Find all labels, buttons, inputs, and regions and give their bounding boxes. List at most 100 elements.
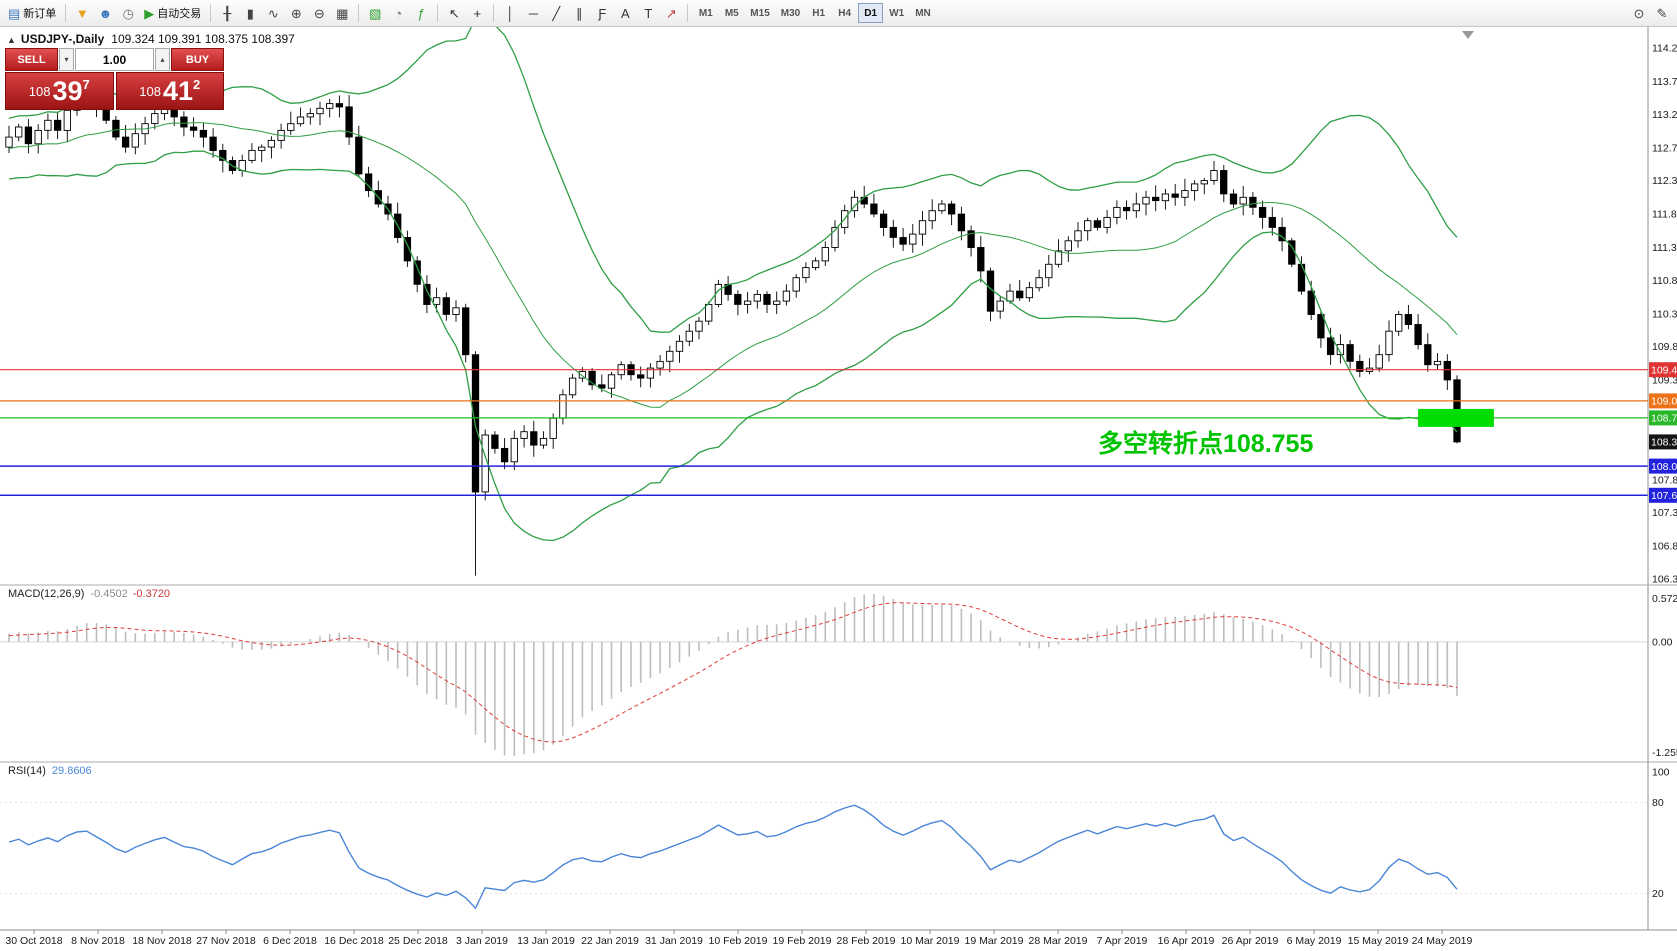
buy-price-display[interactable]: 108 41 2 (115, 72, 224, 110)
price-scale-label: 106.840 (1652, 541, 1677, 553)
level-price-badge (1649, 393, 1677, 409)
macd-scale-zero: 0.00 (1652, 636, 1673, 648)
chart-shift-marker-icon[interactable] (1462, 31, 1474, 39)
new-chart-button[interactable]: ▧ (364, 2, 386, 24)
date-label: 16 Dec 2018 (324, 935, 384, 947)
horizontal-level-lines[interactable] (0, 369, 1648, 497)
accounts-button[interactable]: ☻ (94, 2, 116, 24)
toolbar-separator (687, 4, 689, 22)
price-scale-label: 109.320 (1652, 375, 1677, 387)
tile-windows-button[interactable]: ▦ (331, 2, 353, 24)
date-label: 18 Nov 2018 (132, 935, 192, 947)
sell-price-pipette: 7 (82, 77, 90, 92)
zoom-in-button[interactable]: ⊕ (285, 2, 307, 24)
hline-icon: ─ (528, 5, 538, 21)
date-label: 19 Mar 2019 (965, 935, 1024, 947)
zoomout-icon: ⊖ (313, 5, 325, 21)
zoom-out-button[interactable]: ⊖ (308, 2, 330, 24)
price-scale-label: 107.340 (1652, 507, 1677, 519)
one-click-toggle-icon[interactable]: ▲ (7, 35, 16, 45)
timeframe-h1-button[interactable]: H1 (806, 3, 831, 23)
buy-button[interactable]: BUY (171, 48, 224, 71)
date-label: 28 Feb 2019 (837, 935, 896, 947)
toolbar-separator (493, 4, 495, 22)
one-click-controls-row: SELL ▾ ▴ BUY (5, 48, 224, 71)
profiles-button[interactable]: ◔ (387, 2, 409, 24)
price-scale[interactable]: 114.280 113.780 113.290 112.790 112.300 111.8… (1649, 43, 1677, 586)
rsi-line (8, 804, 1458, 910)
main-toolbar: ▤ 新订单 ▼ ☻ ◷ ▶ 自动交易 ╂ ▮ ∿ ⊕ ⊖ ▦ ▧ ◔ ƒ ↖ + │ ─ ╱ ∥ Ƒ A T ↗ M1 M5 M15 M3… (0, 0, 1677, 27)
tile-icon: ▦ (336, 5, 349, 21)
candles (5, 81, 1461, 576)
timeframe-w1-button[interactable]: W1 (884, 3, 909, 23)
trendline-icon: ╱ (552, 5, 561, 21)
toolbar-separator (358, 4, 360, 22)
indicators-button[interactable]: ƒ (410, 2, 432, 24)
date-label: 27 Nov 2018 (196, 935, 256, 947)
linechart-icon: ∿ (267, 5, 279, 21)
sell-button[interactable]: SELL (5, 48, 58, 71)
chart-bars-button[interactable]: ╂ (216, 2, 238, 24)
search-icon: ⊙ (1633, 5, 1645, 21)
price-scale-label: 112.300 (1652, 175, 1677, 187)
text-label-button[interactable]: T (637, 2, 659, 24)
chart-line-button[interactable]: ∿ (262, 2, 284, 24)
date-label: 31 Jan 2019 (645, 935, 703, 947)
timeframe-m30-button[interactable]: M30 (776, 3, 805, 23)
macd-panel: 0.5724 0.00 -1.2551 (0, 593, 1677, 759)
volume-up-button[interactable]: ▴ (155, 48, 170, 71)
autotrade-button[interactable]: ▶ 自动交易 (140, 2, 205, 24)
bars-icon: ╂ (223, 5, 232, 21)
axes-lines (0, 27, 1677, 931)
timeframe-m1-button[interactable]: M1 (693, 3, 718, 23)
rsi-scale-label: 80 (1652, 797, 1664, 809)
macd-scale-max: 0.5724 (1652, 593, 1677, 605)
timeframe-mn-button[interactable]: MN (910, 3, 936, 23)
crosshair-icon: + (473, 5, 482, 21)
chart-candles-button[interactable]: ▮ (239, 2, 261, 24)
textA-icon: A (620, 5, 630, 21)
date-label: 6 May 2019 (1287, 935, 1342, 947)
volume-input[interactable] (75, 48, 154, 71)
vertical-line-button[interactable]: │ (499, 2, 521, 24)
volume-down-button[interactable]: ▾ (59, 48, 74, 71)
chart-canvas[interactable]: 114.280 113.780 113.290 112.790 112.300 111.8… (0, 27, 1677, 951)
pivot-highlight-box[interactable] (1418, 408, 1494, 427)
arrows-button[interactable]: ↗ (660, 2, 682, 24)
rsi-value: 29.8606 (51, 765, 92, 777)
pivot-annotation-text[interactable]: 多空转折点108.755 (1098, 430, 1314, 458)
text-button[interactable]: A (614, 2, 636, 24)
sell-price-display[interactable]: 108 39 7 (5, 72, 114, 110)
new-order-button[interactable]: ▤ 新订单 (4, 2, 60, 24)
timeframe-m15-button[interactable]: M15 (745, 3, 774, 23)
data-folder-button[interactable]: ▼ (71, 2, 93, 24)
price-badge-label: 108.755 (1651, 413, 1677, 425)
rsi-panel: 100 80 20 (0, 767, 1670, 910)
timeframe-d1-button[interactable]: D1 (858, 3, 884, 23)
macd-scale-min: -1.2551 (1652, 747, 1677, 759)
fibo-icon: Ƒ (598, 5, 607, 21)
bollinger-middle (8, 122, 1458, 408)
price-badge-label: 107.600 (1651, 490, 1677, 502)
bollinger-upper (8, 27, 1458, 333)
crosshair-button[interactable]: + (466, 2, 488, 24)
fibonacci-button[interactable]: Ƒ (591, 2, 613, 24)
cursor-button[interactable]: ↖ (443, 2, 465, 24)
horizontal-line-button[interactable]: ─ (522, 2, 544, 24)
date-axis[interactable]: 30 Oct 2018 8 Nov 2018 18 Nov 2018 27 Nov 2… (5, 930, 1473, 947)
channel-button[interactable]: ∥ (568, 2, 590, 24)
channel-icon: ∥ (576, 5, 583, 21)
level-price-badge (1649, 458, 1677, 474)
macd-signal-value: -0.3720 (132, 588, 171, 600)
trendline-button[interactable]: ╱ (545, 2, 567, 24)
timeframe-m5-button[interactable]: M5 (719, 3, 744, 23)
search-button[interactable]: ⊙ (1628, 2, 1650, 24)
date-label: 30 Oct 2018 (5, 935, 62, 947)
quick-message-button[interactable]: ✎ (1651, 2, 1673, 24)
date-label: 16 Apr 2019 (1158, 935, 1215, 947)
timeframe-h4-button[interactable]: H4 (832, 3, 857, 23)
buy-price-main: 41 (162, 75, 193, 106)
history-center-button[interactable]: ◷ (117, 2, 139, 24)
